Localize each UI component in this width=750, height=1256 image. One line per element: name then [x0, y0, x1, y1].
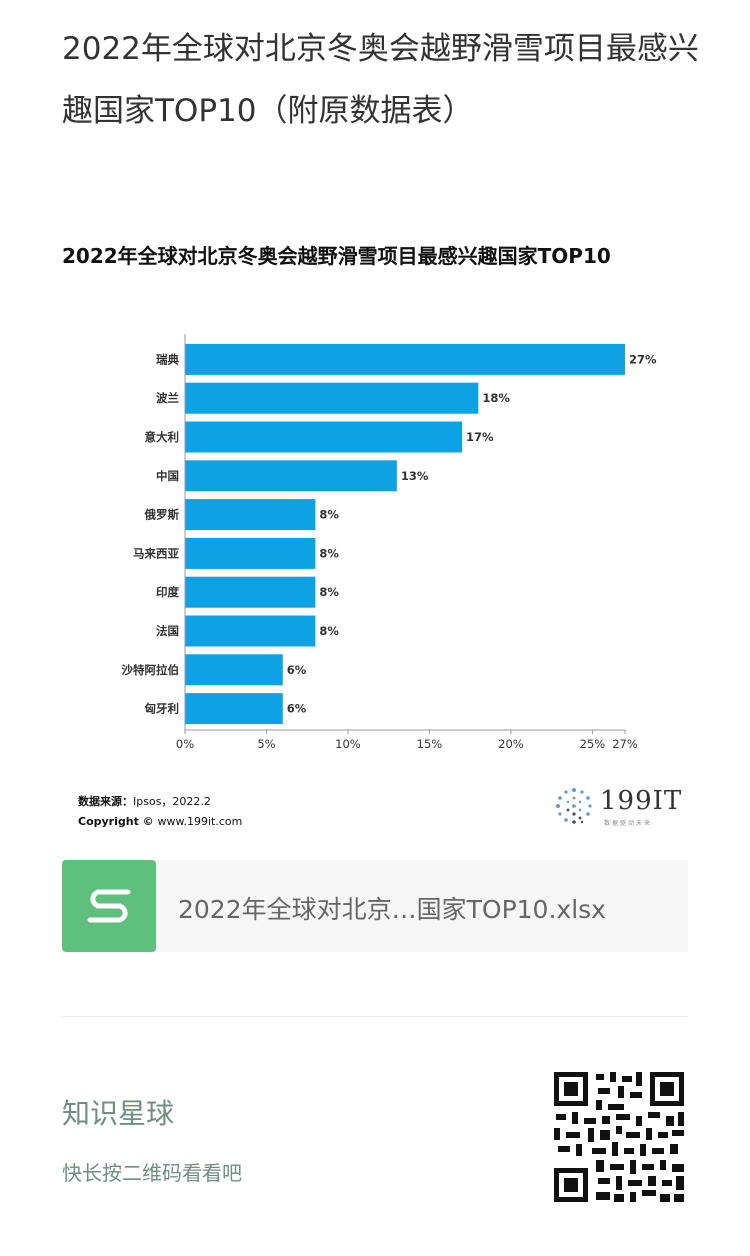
chart-bar: [185, 382, 479, 414]
category-label: 马来西亚: [133, 546, 179, 560]
x-tick-label: 10%: [335, 737, 361, 751]
logo-dots-icon: [556, 788, 592, 824]
category-label: 匈牙利: [144, 702, 180, 716]
199it-logo: 199IT 数据驱动未来: [552, 784, 692, 828]
category-label: 印度: [156, 585, 179, 599]
category-label: 波兰: [156, 391, 179, 405]
chart-image: 2022年全球对北京冬奥会越野滑雪项目最感兴趣国家TOP10 瑞典 27% 波兰 18…: [40, 222, 712, 842]
category-label: 意大利: [145, 430, 180, 444]
chart-bar: [185, 654, 283, 686]
x-tick-label: 27%: [612, 737, 638, 751]
chart-title: 2022年全球对北京冬奥会越野滑雪项目最感兴趣国家TOP10: [62, 244, 611, 268]
x-tick-label: 15%: [417, 737, 443, 751]
chart-bar: [185, 576, 316, 608]
data-label: 8%: [319, 546, 339, 560]
data-label: 17%: [466, 430, 494, 444]
article-title: 2022年全球对北京冬奥会越野滑雪项目最感兴趣国家TOP10（附原数据表）: [62, 31, 699, 129]
chart-bar: [185, 615, 316, 647]
data-label: 27%: [629, 352, 657, 366]
x-tick-label: 0%: [176, 737, 194, 751]
chart-bar: [185, 499, 316, 531]
data-label: 6%: [287, 702, 307, 716]
category-label: 中国: [156, 469, 179, 483]
copyright-value: www.199it.com: [157, 815, 243, 828]
planet-title: 知识星球: [62, 1097, 175, 1130]
source-value: Ipsos，2022.2: [133, 795, 211, 808]
data-label: 8%: [319, 624, 339, 638]
attachment-card[interactable]: 2022年全球对北京…国家TOP10.xlsx: [62, 860, 688, 952]
bar-chart: 瑞典 27% 波兰 18% 意大利 17% 中国 13% 俄罗斯 8% 马来西亚 8% 印度 8% 法国 8%…: [122, 334, 657, 751]
x-tick-label: 20%: [498, 737, 524, 751]
data-label: 18%: [482, 391, 510, 405]
logo-subtitle: 数据驱动未来: [604, 820, 653, 827]
logo-text: 199IT: [600, 786, 683, 816]
data-label: 13%: [401, 469, 429, 483]
attachment-file-name: 2022年全球对北京…国家TOP10.xlsx: [178, 895, 606, 924]
chart-bar: [185, 693, 283, 725]
category-label: 法国: [156, 624, 179, 638]
chart-bar: [185, 343, 625, 375]
planet-subtitle: 快长按二维码看看吧: [62, 1161, 242, 1185]
category-label: 沙特阿拉伯: [122, 663, 180, 677]
x-tick-label: 5%: [257, 737, 275, 751]
x-tick-label: 25%: [580, 737, 606, 751]
data-label: 8%: [319, 508, 339, 522]
spreadsheet-s-icon: [62, 860, 156, 952]
copyright-label: Copyright ©: [78, 815, 154, 828]
source-label: 数据来源：: [78, 795, 133, 808]
data-label: 8%: [319, 585, 339, 599]
data-label: 6%: [287, 663, 307, 677]
chart-bar: [185, 421, 463, 453]
chart-bar: [185, 460, 397, 492]
category-label: 瑞典: [156, 352, 179, 366]
chart-source: 数据来源：Ipsos，2022.2 Copyright © www.199it.…: [78, 792, 242, 832]
divider: [62, 1016, 688, 1017]
category-label: 俄罗斯: [144, 508, 180, 522]
qr-code-icon[interactable]: [552, 1070, 686, 1204]
chart-bar: [185, 537, 316, 569]
